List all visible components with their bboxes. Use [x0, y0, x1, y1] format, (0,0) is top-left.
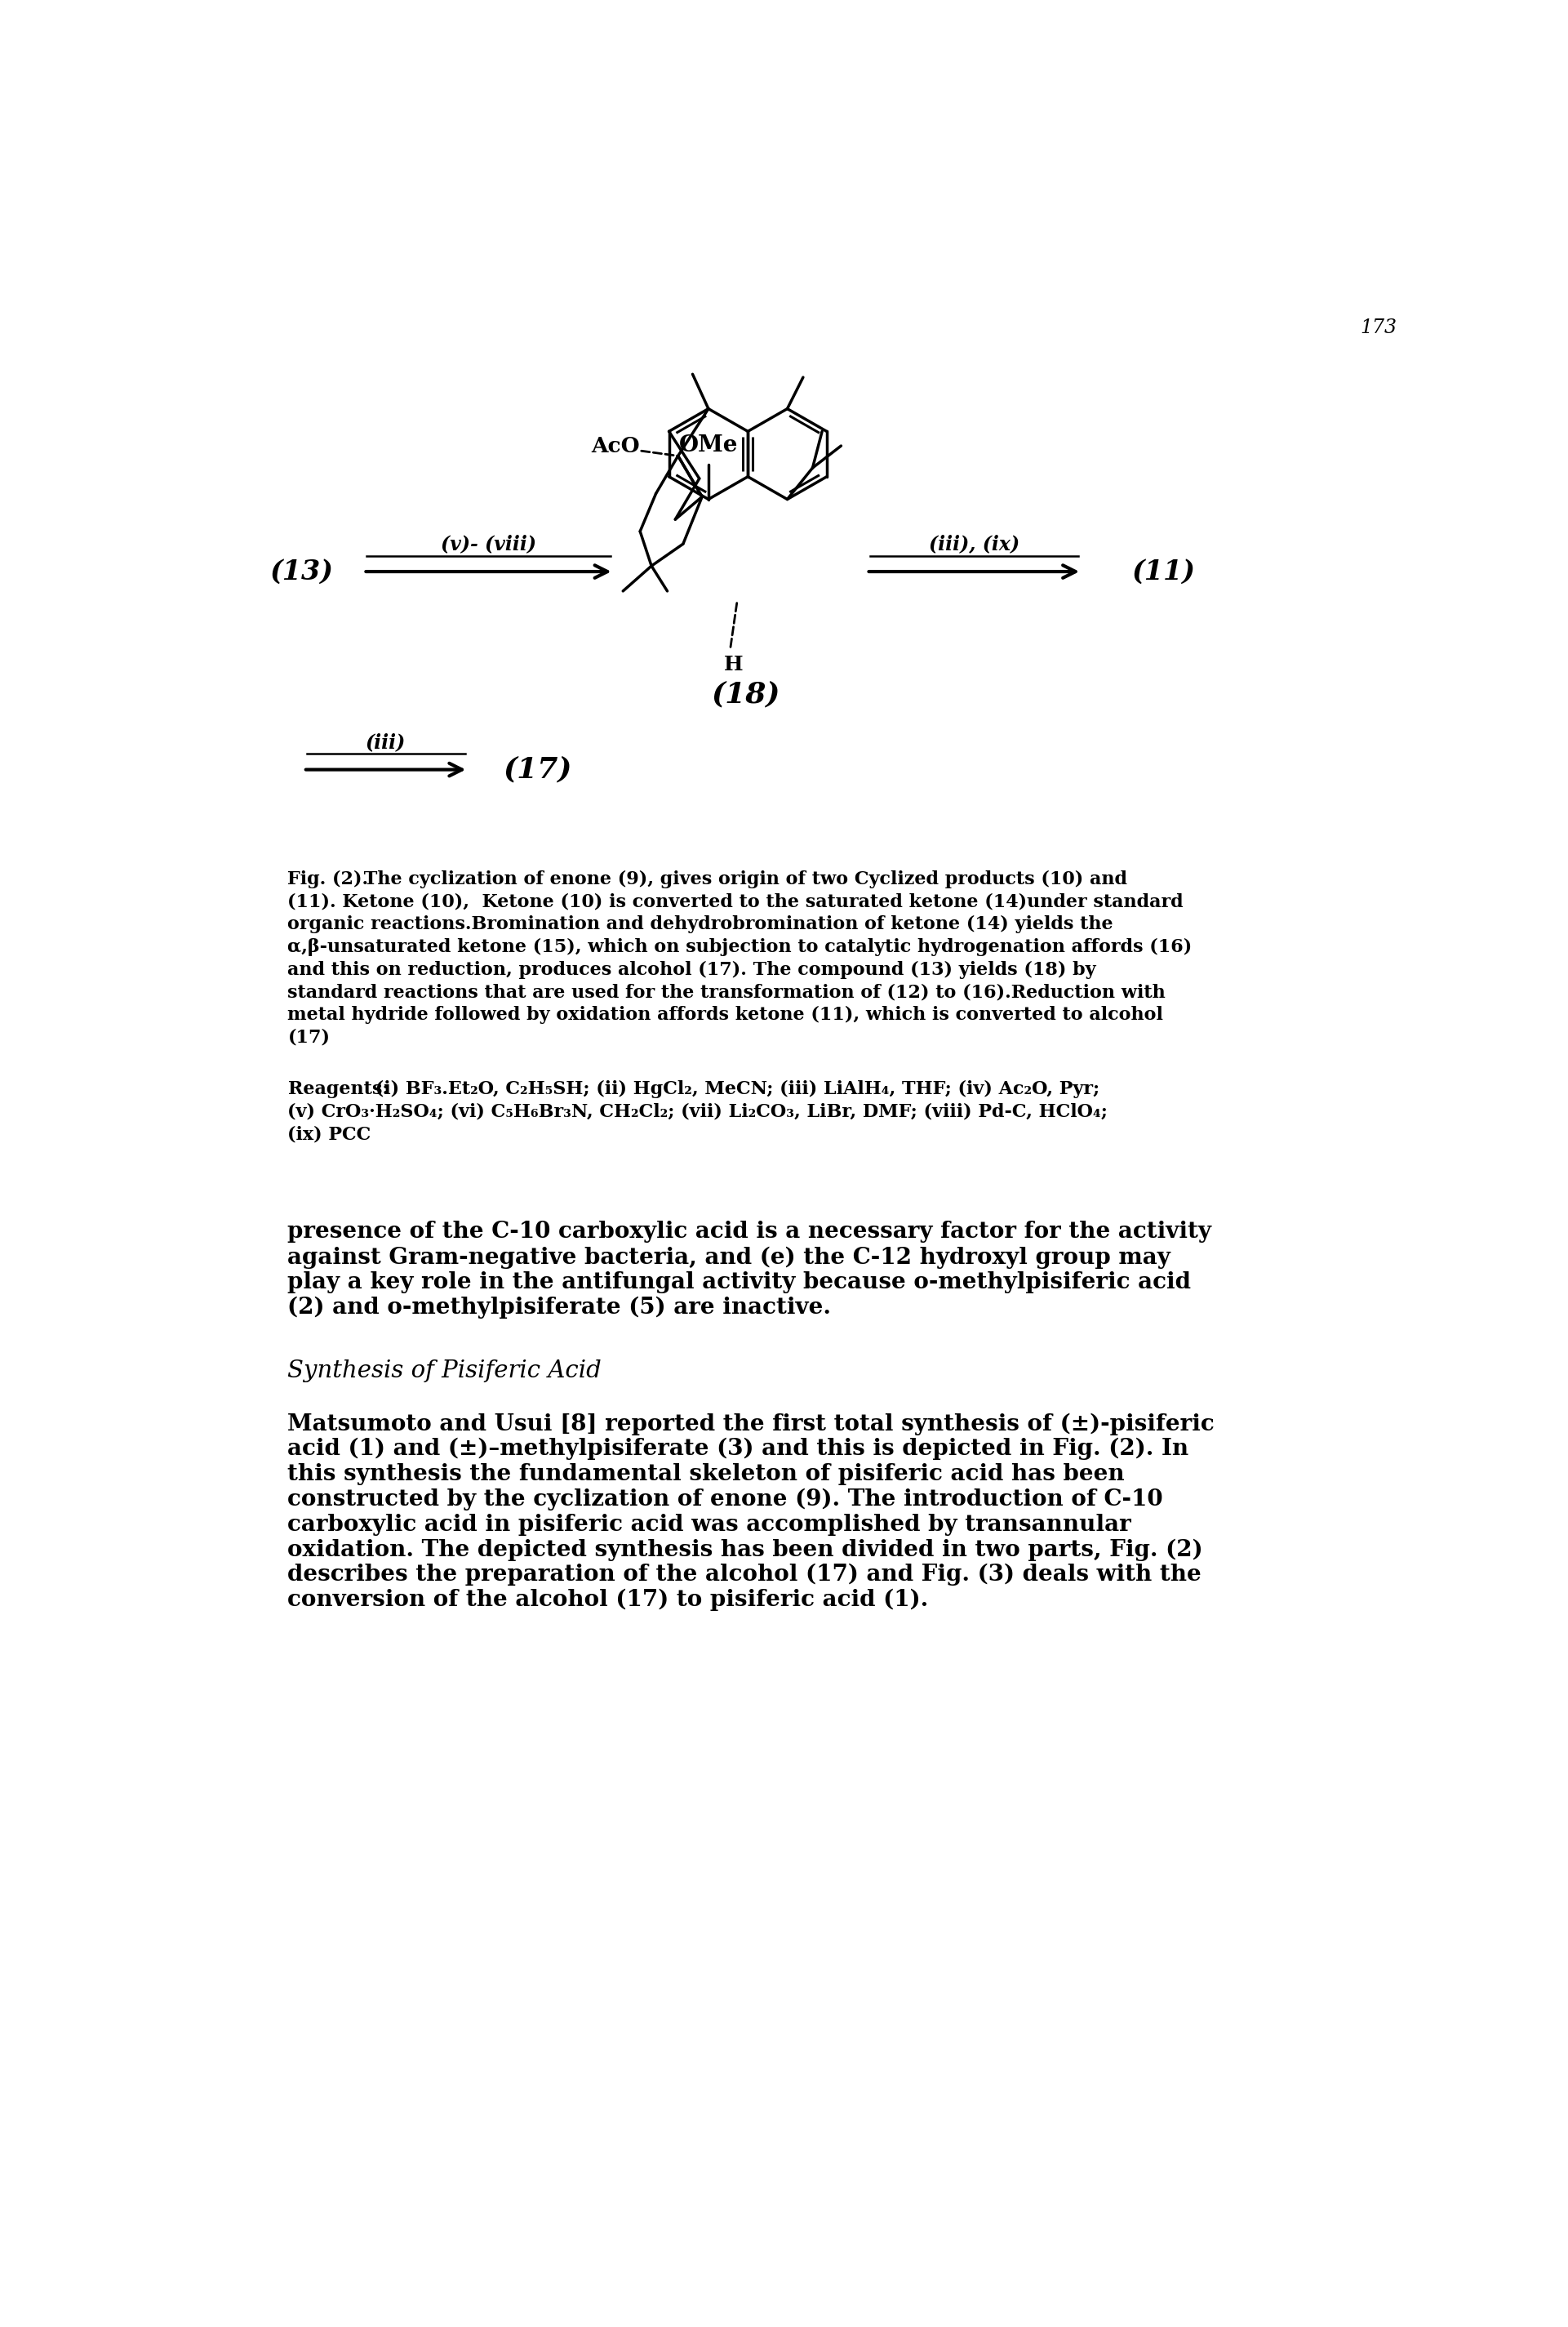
Text: Matsumoto and Usui [8] reported the first total synthesis of (±)-pisiferic: Matsumoto and Usui [8] reported the firs…	[287, 1412, 1215, 1436]
Text: Synthesis of Pisiferic Acid: Synthesis of Pisiferic Acid	[287, 1359, 602, 1382]
Text: (ix) PCC: (ix) PCC	[287, 1126, 372, 1143]
Text: (v) CrO₃·H₂SO₄; (vi) C₅H₆Br₃N, CH₂Cl₂; (vii) Li₂CO₃, LiBr, DMF; (viii) Pd-C, HCl: (v) CrO₃·H₂SO₄; (vi) C₅H₆Br₃N, CH₂Cl₂; (…	[287, 1103, 1109, 1122]
Text: and this on reduction, produces alcohol (17). The compound (13) yields (18) by: and this on reduction, produces alcohol …	[287, 961, 1096, 980]
Text: organic reactions.Bromination and dehydrobromination of ketone (14) yields the: organic reactions.Bromination and dehydr…	[287, 915, 1113, 933]
Text: standard reactions that are used for the transformation of (12) to (16).Reductio: standard reactions that are used for the…	[287, 984, 1165, 1001]
Text: metal hydride followed by oxidation affords ketone (11), which is converted to a: metal hydride followed by oxidation affo…	[287, 1005, 1163, 1024]
Text: (18): (18)	[712, 679, 781, 707]
Text: against Gram-negative bacteria, and (e) the C-12 hydroxyl group may: against Gram-negative bacteria, and (e) …	[287, 1247, 1171, 1268]
Text: α,β-unsaturated ketone (15), which on subjection to catalytic hydrogenation affo: α,β-unsaturated ketone (15), which on su…	[287, 938, 1192, 956]
Text: OMe: OMe	[679, 435, 739, 456]
Text: (17): (17)	[287, 1029, 331, 1047]
Text: constructed by the cyclization of enone (9). The introduction of C-10: constructed by the cyclization of enone …	[287, 1489, 1163, 1510]
Text: (11): (11)	[1132, 558, 1196, 584]
Text: play a key role in the antifungal activity because o-methylpisiferic acid: play a key role in the antifungal activi…	[287, 1271, 1192, 1294]
Text: 173: 173	[1359, 319, 1397, 337]
Text: (v)- (viii): (v)- (viii)	[441, 535, 536, 554]
Text: (iii), (ix): (iii), (ix)	[928, 535, 1019, 554]
Text: (iii): (iii)	[365, 733, 406, 752]
Text: (i) BF₃.Et₂O, C₂H₅SH; (ii) HgCl₂, MeCN; (iii) LiAlH₄, THF; (iv) Ac₂O, Pyr;: (i) BF₃.Et₂O, C₂H₅SH; (ii) HgCl₂, MeCN; …	[368, 1080, 1099, 1098]
Text: oxidation. The depicted synthesis has been divided in two parts, Fig. (2): oxidation. The depicted synthesis has be…	[287, 1538, 1203, 1561]
Text: describes the preparation of the alcohol (17) and Fig. (3) deals with the: describes the preparation of the alcohol…	[287, 1564, 1201, 1587]
Text: Reagents:: Reagents:	[287, 1080, 389, 1098]
Text: The cyclization of enone (9), gives origin of two Cyclized products (10) and: The cyclization of enone (9), gives orig…	[358, 870, 1127, 889]
Text: conversion of the alcohol (17) to pisiferic acid (1).: conversion of the alcohol (17) to pisife…	[287, 1589, 928, 1610]
Text: Fig. (2).: Fig. (2).	[287, 870, 368, 889]
Text: (13): (13)	[270, 558, 334, 584]
Text: presence of the C-10 carboxylic acid is a necessary factor for the activity: presence of the C-10 carboxylic acid is …	[287, 1222, 1212, 1243]
Text: (17): (17)	[503, 756, 572, 784]
Text: H: H	[724, 656, 743, 675]
Text: this synthesis the fundamental skeleton of pisiferic acid has been: this synthesis the fundamental skeleton …	[287, 1464, 1124, 1485]
Text: carboxylic acid in pisiferic acid was accomplished by transannular: carboxylic acid in pisiferic acid was ac…	[287, 1513, 1132, 1536]
Text: (2) and o-methylpisiferate (5) are inactive.: (2) and o-methylpisiferate (5) are inact…	[287, 1296, 831, 1319]
Text: acid (1) and (±)–methylpisiferate (3) and this is depicted in Fig. (2). In: acid (1) and (±)–methylpisiferate (3) an…	[287, 1438, 1189, 1461]
Text: AcO: AcO	[591, 435, 640, 456]
Text: (11). Ketone (10),  Ketone (10) is converted to the saturated ketone (14)under s: (11). Ketone (10), Ketone (10) is conver…	[287, 894, 1184, 910]
